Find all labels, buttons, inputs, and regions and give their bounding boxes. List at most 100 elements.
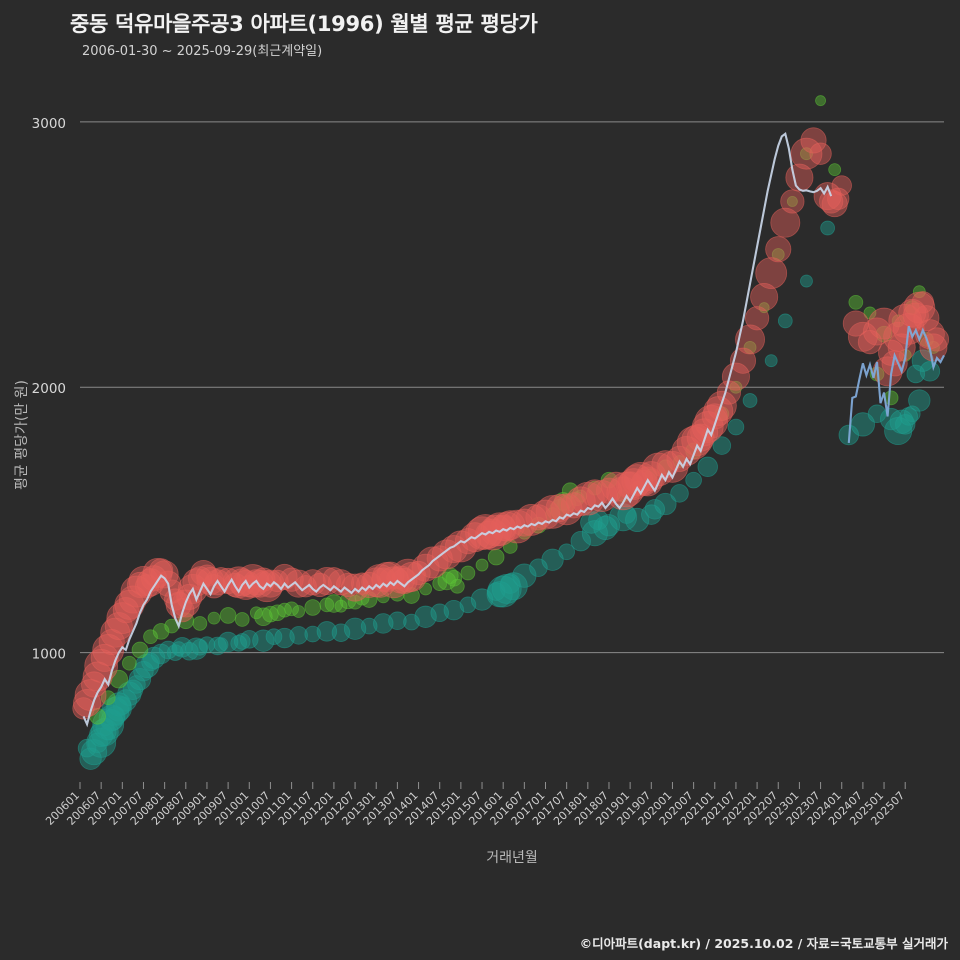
data-point [878,339,905,366]
data-point [388,611,407,631]
series-60 [72,127,950,720]
data-point [208,636,227,656]
data-point [786,196,798,207]
data-point [254,607,273,627]
data-point [354,590,370,606]
data-point [867,404,887,424]
data-point [467,514,504,550]
data-point [112,597,139,624]
series-40 [77,220,941,770]
data-point [324,594,344,613]
data-point [903,405,921,423]
data-point [386,565,415,594]
data-point [570,530,591,552]
average-line-segment-2 [847,325,945,444]
data-point [90,718,119,747]
y-axis-label: 평균 평당가(만 원) [14,380,30,490]
data-point [588,509,609,531]
data-point [441,567,459,584]
data-point [486,581,513,608]
data-point [913,305,940,332]
data-point [670,484,689,503]
data-point [207,611,221,625]
data-point [269,604,286,622]
data-point [482,512,517,547]
data-point [815,95,827,107]
data-point [304,625,322,643]
data-point [820,220,835,236]
data-point [828,163,842,177]
data-point [809,142,832,165]
data-point [334,599,348,613]
data-point [558,543,575,561]
data-point [541,548,564,571]
data-point [373,613,394,634]
data-point [131,641,149,659]
data-point [475,558,489,572]
data-point [403,613,420,631]
data-point [449,578,465,594]
data-point [742,393,758,408]
data-point [284,601,299,617]
data-point [625,507,650,533]
data-point [721,362,750,391]
data-point [755,257,788,290]
y-tick-label: 2000 [32,381,66,397]
data-point [192,616,208,631]
data-point [233,633,251,650]
data-point [771,248,785,261]
data-point [644,499,666,520]
data-point [487,548,505,566]
data-point [180,642,199,661]
data-point [770,207,801,238]
data-point [141,652,160,672]
data-point [654,492,677,516]
data-point [924,327,950,352]
data-point [432,576,448,591]
data-point [750,282,779,311]
x-axis-label: 거래년월 [486,850,538,866]
data-point [863,306,877,320]
data-point [831,175,852,196]
data-point [601,471,631,502]
data-point [391,558,425,593]
data-point [593,515,618,540]
chart-subtitle: 2006-01-30 ~ 2025-09-29(최근계약일) [82,44,323,59]
data-point [735,324,765,355]
data-point [122,655,137,671]
data-point [908,389,931,412]
data-point [316,621,338,642]
data-point [443,599,465,621]
data-point [234,612,250,627]
data-point [790,137,823,170]
data-point [727,418,745,436]
data-point [476,518,509,551]
data-point [191,639,209,656]
data-point [800,127,827,154]
data-point [127,675,146,694]
data-point [765,236,792,263]
data-point [911,291,934,314]
data-point [143,629,158,645]
data-point [681,424,714,457]
data-point [274,627,295,649]
data-point [460,522,490,553]
data-point [219,607,237,624]
data-point [697,456,718,478]
data-point [252,629,275,652]
data-point [235,564,270,598]
data-point [777,313,793,329]
data-point [780,189,805,214]
data-point [240,630,259,649]
series-50 [89,95,940,725]
average-line-segment-1 [82,131,833,728]
data-point [460,565,476,581]
data-point [217,631,239,653]
data-point [90,643,119,672]
page-title: 중동 덕유마을주공3 아파트(1996) 월별 평균 평당가 [70,12,538,36]
data-point [701,403,728,430]
data-point [656,450,689,483]
footer-credit: ©디아파트(dapt.kr) / 2025.10.02 / 자료=국토교통부 실… [579,936,948,951]
